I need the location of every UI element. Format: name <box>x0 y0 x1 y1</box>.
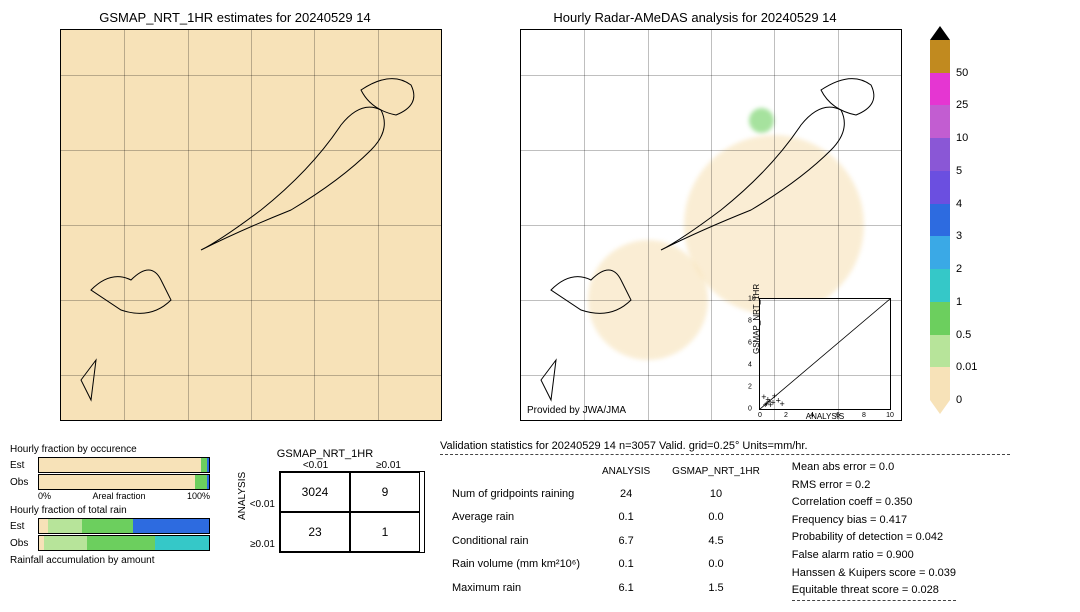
cont-row-0: <0.01 <box>255 484 275 524</box>
rain-obs-bar <box>38 535 210 551</box>
colorbar: 00.010.512345102550 <box>930 40 950 420</box>
scatter-ylabel: GSMAP_NRT_1HR <box>752 284 761 354</box>
cont-col-0: <0.01 <box>279 460 352 471</box>
cont-grid: 3024 9 23 1 <box>279 471 425 553</box>
attribution: Provided by JWA/JMA <box>527 405 626 416</box>
obs-label: Obs <box>10 477 38 488</box>
contingency-panel: GSMAP_NRT_1HR <0.01 ≥0.01 ANALYSIS <0.01… <box>225 440 425 600</box>
scatter-inset: ++++++++++ GSMAP_NRT_1HR ANALYSIS 002244… <box>759 298 891 410</box>
fraction-panel: Hourly fraction by occurence Est Obs 0%A… <box>10 440 210 600</box>
cont-cell-10: 23 <box>280 512 350 552</box>
validation-panel: Validation statistics for 20240529 14 n=… <box>440 440 1010 600</box>
occ-axis: 0%Areal fraction100% <box>10 491 210 501</box>
right-map: Provided by JWA/JMA ++++++++++ GSMAP_NRT… <box>520 29 902 421</box>
svg-text:+: + <box>780 399 785 409</box>
right-map-title: Hourly Radar-AMeDAS analysis for 2024052… <box>470 10 920 25</box>
cont-cell-01: 9 <box>350 472 420 512</box>
rain-title: Hourly fraction of total rain <box>10 505 210 516</box>
svg-text:+: + <box>768 400 773 409</box>
occ-title: Hourly fraction by occurence <box>10 444 210 455</box>
stats-list: Mean abs error = 0.0RMS error = 0.2Corre… <box>792 459 956 601</box>
rain-est-bar <box>38 518 210 534</box>
cont-cell-00: 3024 <box>280 472 350 512</box>
right-map-panel: Hourly Radar-AMeDAS analysis for 2024052… <box>470 10 920 430</box>
val-title: Validation statistics for 20240529 14 n=… <box>440 440 1010 455</box>
left-map-title: GSMAP_NRT_1HR estimates for 20240529 14 <box>10 10 460 25</box>
colorbar-panel: 00.010.512345102550 <box>930 10 1010 430</box>
occ-est-bar <box>38 457 210 473</box>
cont-row-1: ≥0.01 <box>255 524 275 564</box>
val-table: ANALYSISGSMAP_NRT_1HR Num of gridpoints … <box>440 459 772 601</box>
occ-obs-bar <box>38 474 210 490</box>
accum-title: Rainfall accumulation by amount <box>10 555 210 566</box>
cont-title: GSMAP_NRT_1HR <box>225 448 425 460</box>
cont-col-1: ≥0.01 <box>352 460 425 471</box>
left-map: 125°E130°E135°E140°E145°E25°N30°N35°N40°… <box>60 29 442 421</box>
scatter-plot: ++++++++++ <box>760 299 890 409</box>
est-label: Est <box>10 460 38 471</box>
cont-ylabel: ANALYSIS <box>237 472 248 520</box>
cont-cell-11: 1 <box>350 512 420 552</box>
left-map-panel: GSMAP_NRT_1HR estimates for 20240529 14 … <box>10 10 460 430</box>
